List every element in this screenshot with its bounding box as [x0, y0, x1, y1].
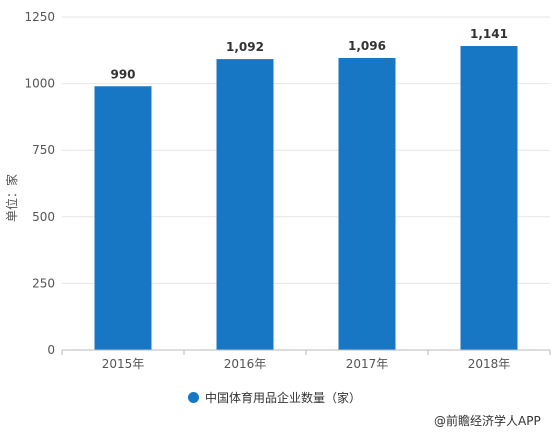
y-tick-label: 1250: [24, 10, 55, 24]
labels: 0 250 500 750 1000 1250 990 2015年 1,092 2016年 1,09…: [24, 10, 510, 371]
y-tick-label: 750: [32, 143, 55, 157]
y-tick-label: 1000: [24, 77, 55, 91]
legend-marker: [188, 391, 199, 403]
bar-value-label: 990: [110, 67, 135, 81]
bar-value-label: 1,096: [348, 39, 386, 53]
x-tick-label: 2018年: [468, 357, 511, 371]
bar[interactable]: [216, 59, 274, 351]
x-tick-label: 2016年: [224, 357, 267, 371]
bars: [94, 46, 518, 351]
y-axis-label: 单位：家: [4, 174, 19, 222]
bar-value-label: 1,141: [470, 27, 508, 41]
y-tick-label: 250: [32, 276, 55, 290]
bar[interactable]: [94, 86, 152, 350]
x-tick-label: 2017年: [346, 357, 389, 371]
legend-label: 中国体育用品企业数量（家）: [205, 390, 362, 405]
y-tick-label: 500: [32, 210, 55, 224]
x-tick-label: 2015年: [102, 357, 145, 371]
bar[interactable]: [338, 58, 396, 350]
bar-value-label: 1,092: [226, 40, 264, 54]
bar[interactable]: [460, 46, 518, 351]
legend[interactable]: 中国体育用品企业数量（家）: [188, 388, 361, 406]
y-tick-label: 0: [47, 343, 55, 357]
axes: [61, 349, 551, 355]
source-credit: @前瞻经济学人APP: [434, 414, 541, 428]
